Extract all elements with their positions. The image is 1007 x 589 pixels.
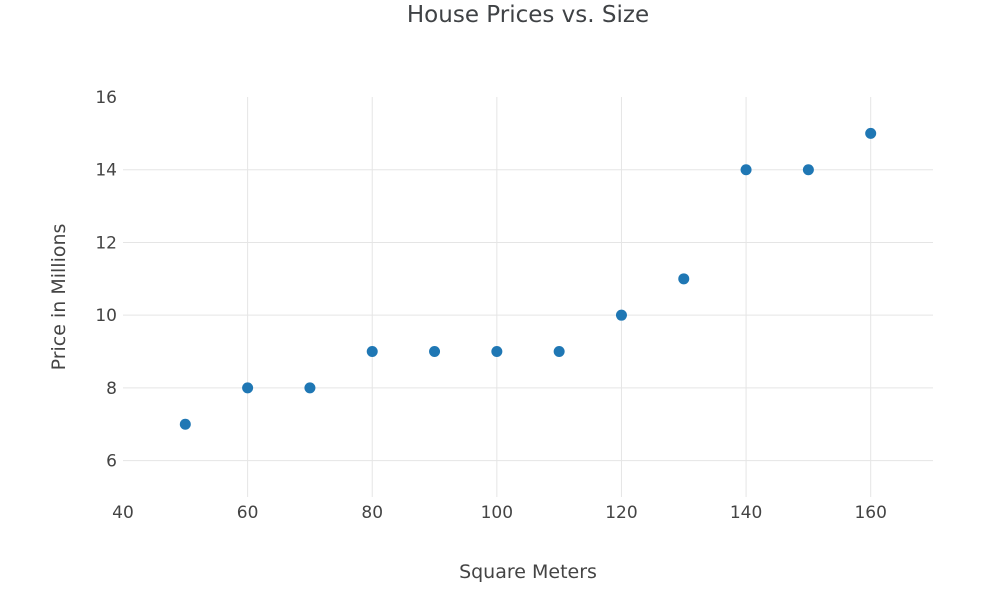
y-tick-label: 12 [95, 233, 117, 253]
x-tick-label: 160 [854, 503, 886, 523]
data-point [678, 273, 690, 285]
x-tick-label: 80 [361, 503, 383, 523]
data-point [429, 346, 441, 358]
x-tick-label: 100 [481, 503, 513, 523]
y-tick-label: 16 [95, 88, 117, 108]
y-tick-label: 8 [106, 379, 117, 399]
chart-title: House Prices vs. Size [406, 2, 650, 28]
data-point [865, 127, 877, 139]
data-point [615, 309, 627, 321]
y-tick-label: 10 [95, 306, 117, 326]
x-tick-label: 60 [237, 503, 259, 523]
x-tick-label: 140 [730, 503, 762, 523]
data-point [366, 346, 378, 358]
x-tick-label: 120 [605, 503, 637, 523]
x-tick-label: 40 [112, 503, 134, 523]
x-axis-title: Square Meters [459, 561, 597, 583]
y-axis-title: Price in Millions [48, 223, 70, 371]
data-point [740, 164, 752, 176]
data-point [304, 382, 316, 394]
y-tick-label: 6 [106, 452, 117, 472]
data-point [242, 382, 254, 394]
data-point [179, 418, 191, 430]
data-point [802, 164, 814, 176]
y-tick-label: 14 [95, 161, 117, 181]
data-point [491, 346, 503, 358]
data-point [553, 346, 565, 358]
